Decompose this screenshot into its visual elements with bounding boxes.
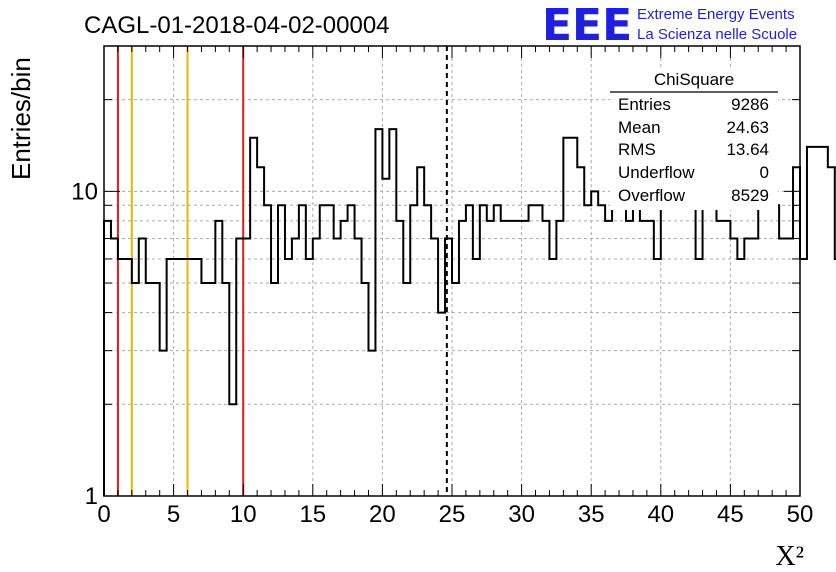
x-tick-label: 45 — [717, 501, 744, 528]
x-tick-label: 40 — [647, 501, 674, 528]
stats-label-rms: RMS — [618, 140, 656, 159]
stats-label-overflow: Overflow — [618, 186, 686, 205]
tick-labels: 0 5 10 15 20 25 30 35 40 45 50 1 10 — [71, 178, 813, 528]
logo-mark: EEE — [542, 0, 632, 51]
x-tick-label: 25 — [439, 501, 466, 528]
stats-label-entries: Entries — [618, 95, 671, 114]
x-tick-label: 10 — [230, 501, 257, 528]
logo-line-2: La Scienza nelle Scuole — [637, 26, 797, 43]
y-tick-label: 10 — [71, 178, 98, 205]
histogram-series — [103, 128, 836, 496]
y-tick-label: 1 — [85, 483, 98, 510]
x-tick-label: 30 — [508, 501, 535, 528]
x-tick-label: 20 — [369, 501, 396, 528]
stats-value-underflow: 0 — [760, 163, 769, 182]
plot-frame — [103, 45, 801, 497]
eee-logo: EEE Extreme Energy Events La Scienza nel… — [542, 0, 797, 51]
x-tick-label: 15 — [299, 501, 326, 528]
x-tick-label: 50 — [787, 501, 814, 528]
stats-box-background — [610, 67, 778, 210]
stats-value-mean: 24.63 — [726, 118, 769, 137]
stats-label-mean: Mean — [618, 118, 661, 137]
y-axis-label: Entries/bin — [6, 57, 36, 180]
stats-label-underflow: Underflow — [618, 163, 695, 182]
stats-box: ChiSquare Entries 9286 Mean 24.63 RMS 13… — [610, 67, 778, 210]
x-tick-label: 0 — [97, 501, 110, 528]
chart-title: CAGL-01-2018-04-02-00004 — [84, 12, 390, 39]
stats-value-rms: 13.64 — [726, 140, 769, 159]
histogram-step-line — [103, 128, 836, 496]
stats-value-overflow: 8529 — [731, 186, 769, 205]
stats-title: ChiSquare — [654, 70, 734, 89]
x-axis-label: X² — [775, 541, 804, 572]
stats-value-entries: 9286 — [731, 95, 769, 114]
x-tick-label: 35 — [578, 501, 605, 528]
logo-line-1: Extreme Energy Events — [637, 6, 795, 23]
x-tick-label: 5 — [167, 501, 180, 528]
